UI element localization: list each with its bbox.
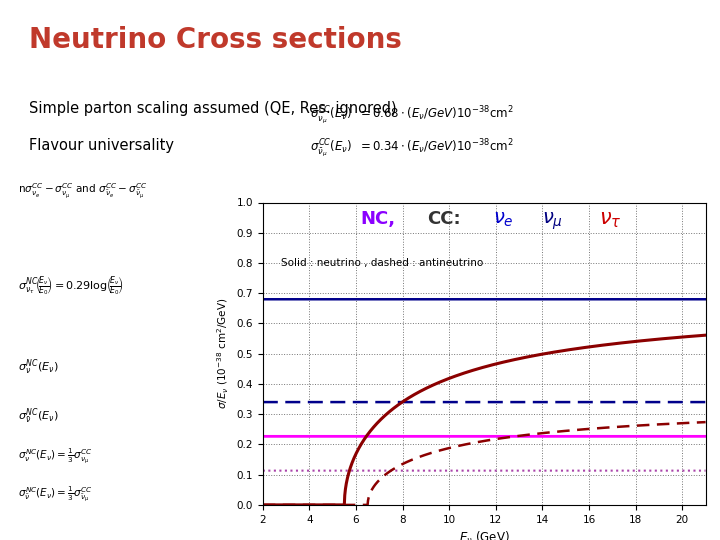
Text: Solid : neutrino , dashed : antineutrino: Solid : neutrino , dashed : antineutrino — [281, 259, 483, 268]
Text: $\nu_e$: $\nu_e$ — [493, 210, 514, 229]
Text: $\sigma^{CC}_{\nu_\mu}(E_\nu) \;\; = 0.68\cdot(E_\nu/GeV)10^{-38}{\rm cm}^2$: $\sigma^{CC}_{\nu_\mu}(E_\nu) \;\; = 0.6… — [310, 105, 513, 127]
Text: $\nu_\tau$: $\nu_\tau$ — [599, 210, 622, 230]
Text: Flavour universality: Flavour universality — [29, 138, 174, 153]
Text: ${\rm n}\sigma^{CC}_{\nu_e} - \sigma^{CC}_{\nu_\mu}$ and $\sigma^{CC}_{\bar{\nu}: ${\rm n}\sigma^{CC}_{\nu_e} - \sigma^{CC… — [18, 182, 148, 201]
X-axis label: $E_\nu$ (GeV): $E_\nu$ (GeV) — [459, 530, 510, 540]
Text: Simple parton scaling assumed (QE, Res. ignored): Simple parton scaling assumed (QE, Res. … — [29, 100, 397, 116]
Text: $\nu_\mu$: $\nu_\mu$ — [541, 210, 563, 232]
Text: $\sigma^{NC}_{\nu_\tau}\!\left(\!\frac{E_\nu}{E_0}\!\right) = 0.29\log\!\left(\!: $\sigma^{NC}_{\nu_\tau}\!\left(\!\frac{E… — [18, 275, 124, 298]
Text: $\sigma^{NC}_{\nu}(E_\nu)$: $\sigma^{NC}_{\nu}(E_\nu)$ — [18, 357, 58, 377]
Text: Neutrino Cross sections: Neutrino Cross sections — [29, 26, 402, 55]
Text: $\sigma^{NC}_{\bar{\nu}}(E_\nu) = \frac{1}{3}\sigma^{CC}_{\bar{\nu}_\mu}$: $\sigma^{NC}_{\bar{\nu}}(E_\nu) = \frac{… — [18, 484, 93, 504]
Text: $\sigma^{NC}_{\bar{\nu}}(E_\nu)$: $\sigma^{NC}_{\bar{\nu}}(E_\nu)$ — [18, 406, 58, 426]
Text: NC,: NC, — [360, 210, 395, 228]
Y-axis label: $\sigma/E_\nu$ (10$^{-38}$ cm$^2$/GeV): $\sigma/E_\nu$ (10$^{-38}$ cm$^2$/GeV) — [215, 298, 231, 409]
Text: CC:: CC: — [427, 210, 460, 228]
Text: $\sigma^{NC}_{\nu}(E_\nu) = \frac{1}{3}\sigma^{CC}_{\nu_\mu}$: $\sigma^{NC}_{\nu}(E_\nu) = \frac{1}{3}\… — [18, 447, 93, 466]
Text: $\sigma^{CC}_{\bar{\nu}_\mu}(E_\nu) \;\; = 0.34\cdot(E_\nu/GeV)10^{-38}{\rm cm}^: $\sigma^{CC}_{\bar{\nu}_\mu}(E_\nu) \;\;… — [310, 138, 513, 159]
